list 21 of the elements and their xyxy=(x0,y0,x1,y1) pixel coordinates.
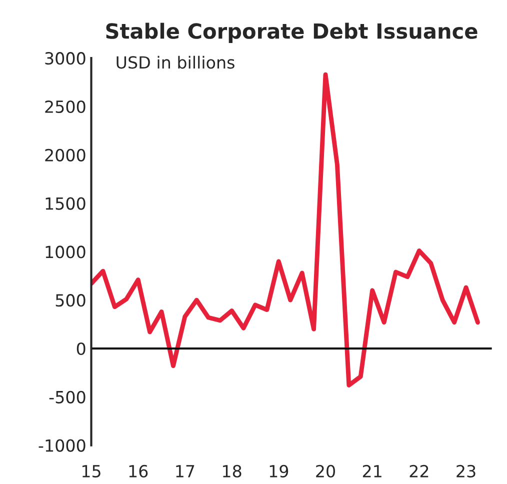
x-tick-label: 22 xyxy=(410,464,428,478)
y-tick-label: 0 xyxy=(76,342,86,356)
y-tick-label: 1500 xyxy=(46,197,86,210)
y-tick-label: 1000 xyxy=(46,246,86,258)
x-tick-label: 17 xyxy=(176,465,194,478)
x-tick-label: 21 xyxy=(362,464,382,478)
x-tick-label: 15 xyxy=(82,465,100,478)
y-tick-label: 3000 xyxy=(45,52,86,65)
y-tick-label: -500 xyxy=(49,390,86,404)
y-tick-label: 2500 xyxy=(45,100,86,114)
y-tick-label: -1000 xyxy=(38,439,86,452)
x-tick-label: 16 xyxy=(129,464,148,478)
annotation: USD in billions xyxy=(116,56,234,69)
x-tick-label: 19 xyxy=(270,464,288,478)
y-tick-label: 500 xyxy=(56,294,86,307)
x-tick-label: 20 xyxy=(316,464,335,478)
line-series xyxy=(91,72,480,388)
x-tick-label: 18 xyxy=(223,464,242,478)
chart-title: Stable Corporate Debt Issuance xyxy=(106,22,478,43)
x-tick-label: 23 xyxy=(456,464,476,478)
y-tick-label: 2000 xyxy=(45,148,86,162)
